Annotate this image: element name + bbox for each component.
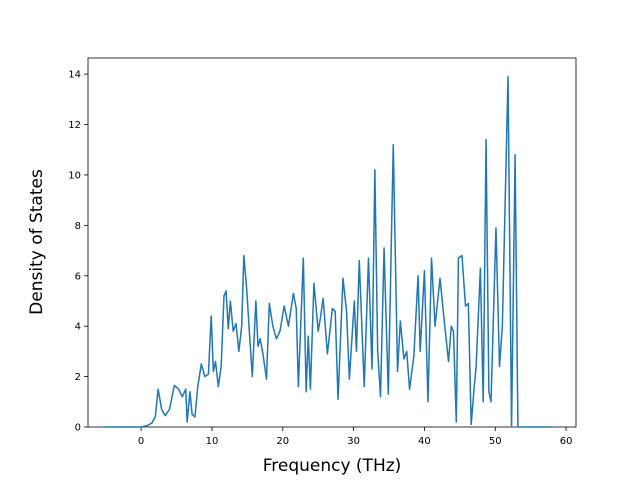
x-tick-label: 50 <box>489 436 502 447</box>
y-tick-label: 12 <box>68 120 81 131</box>
line-series <box>103 75 552 428</box>
y-tick-label: 0 <box>75 423 81 434</box>
y-tick-label: 2 <box>75 372 81 383</box>
x-tick-label: 0 <box>138 436 144 447</box>
y-tick-label: 8 <box>75 221 81 232</box>
y-axis-label: Density of States <box>27 169 47 315</box>
x-tick-label: 30 <box>347 436 360 447</box>
y-tick-label: 10 <box>68 170 81 181</box>
x-tick-label: 20 <box>276 436 289 447</box>
x-tick-label: 60 <box>560 436 573 447</box>
y-tick-label: 14 <box>68 70 81 81</box>
plot-frame <box>87 57 577 428</box>
y-tick-label: 6 <box>75 271 81 282</box>
y-tick-label: 4 <box>75 322 81 333</box>
x-tick-label: 10 <box>206 436 219 447</box>
x-axis-label: Frequency (THz) <box>263 456 402 476</box>
x-tick-label: 40 <box>418 436 431 447</box>
